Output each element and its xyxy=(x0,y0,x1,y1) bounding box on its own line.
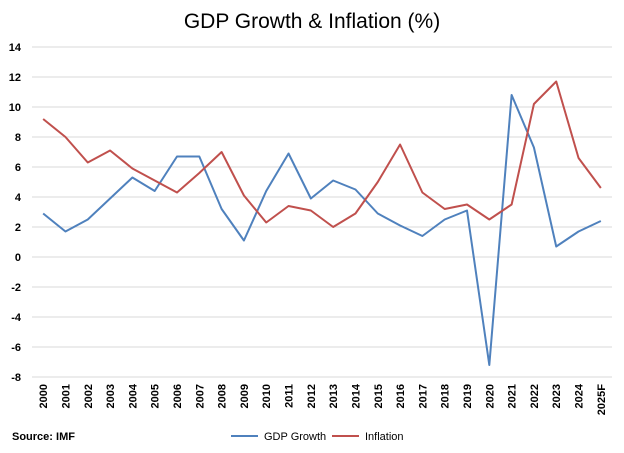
y-tick-label: -4 xyxy=(11,312,22,324)
y-tick-label: 14 xyxy=(9,42,22,54)
x-tick-label: 2005 xyxy=(150,384,162,408)
x-tick-label: 2009 xyxy=(239,384,251,408)
series-line-gdp-growth xyxy=(42,94,602,366)
y-tick-label: 6 xyxy=(15,162,21,174)
x-tick-label: 2007 xyxy=(194,384,206,408)
series-lines xyxy=(42,80,602,366)
x-tick-label: 2015 xyxy=(373,384,385,408)
y-tick-label: -6 xyxy=(11,342,21,354)
y-tick-label: 8 xyxy=(15,132,21,144)
x-tick-label: 2012 xyxy=(306,384,318,408)
gridlines xyxy=(32,46,612,378)
legend-label-inflation: Inflation xyxy=(365,431,404,443)
x-tick-label: 2021 xyxy=(507,384,519,408)
y-axis-tick-labels: 14 12 10 8 6 4 2 0 -2 -4 -6 -8 xyxy=(9,42,22,384)
x-tick-label: 2024 xyxy=(574,383,586,408)
x-tick-label: 2025F xyxy=(596,384,608,415)
x-tick-label: 2008 xyxy=(217,384,229,408)
x-tick-label: 2020 xyxy=(484,384,496,408)
y-tick-label: 4 xyxy=(15,192,22,204)
x-tick-label: 2013 xyxy=(328,384,340,408)
x-tick-label: 2001 xyxy=(60,384,72,408)
x-tick-label: 2016 xyxy=(395,384,407,408)
y-tick-label: 0 xyxy=(15,252,21,264)
x-tick-label: 2004 xyxy=(127,383,139,408)
x-tick-label: 2022 xyxy=(529,384,541,408)
x-tick-label: 2014 xyxy=(350,383,362,408)
source-note: Source: IMF xyxy=(12,431,75,443)
x-tick-label: 2017 xyxy=(417,384,429,408)
y-tick-label: 2 xyxy=(15,222,21,234)
x-tick-label: 2019 xyxy=(462,384,474,408)
y-tick-label: 12 xyxy=(9,72,21,84)
chart-title: GDP Growth & Inflation (%) xyxy=(184,10,440,33)
x-tick-label: 2023 xyxy=(551,384,563,408)
y-tick-label: -8 xyxy=(11,372,21,384)
y-tick-label: 10 xyxy=(9,102,21,114)
legend: GDP Growth Inflation xyxy=(231,431,404,443)
x-tick-label: 2002 xyxy=(83,384,95,408)
x-tick-label: 2011 xyxy=(284,384,296,408)
x-axis-tick-labels: 2000 2001 2002 2003 2004 2005 2006 2007 2008 2009… xyxy=(38,383,608,415)
series-line-inflation xyxy=(42,80,602,228)
legend-label-gdp-growth: GDP Growth xyxy=(264,431,326,443)
x-tick-label: 2006 xyxy=(172,384,184,408)
x-tick-label: 2018 xyxy=(440,384,452,408)
y-tick-label: -2 xyxy=(11,282,21,294)
x-tick-label: 2003 xyxy=(105,384,117,408)
x-tick-label: 2010 xyxy=(261,384,273,408)
x-tick-label: 2000 xyxy=(38,384,50,408)
